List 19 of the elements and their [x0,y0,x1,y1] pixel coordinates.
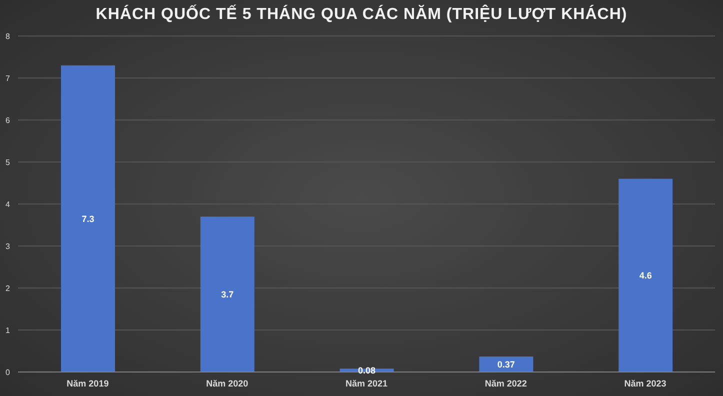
y-tick-label: 2 [6,284,11,293]
y-tick-label: 6 [6,116,11,125]
y-tick-label: 7 [6,74,11,83]
y-tick-label: 0 [6,368,11,377]
x-tick-label: Năm 2023 [624,378,666,388]
data-label: 7.3 [82,214,94,224]
y-tick-label: 3 [6,242,11,251]
data-label: 4.6 [639,270,652,281]
data-label: 3.7 [221,289,234,300]
x-tick-label: Năm 2020 [206,378,248,388]
y-tick-label: 8 [6,32,11,41]
x-tick-label: Năm 2019 [66,378,109,388]
x-tick-label: Năm 2021 [345,378,388,388]
y-tick-label: 4 [6,200,11,209]
y-tick-label: 5 [6,158,11,167]
data-label: 0.37 [497,359,515,370]
x-tick-label: Năm 2022 [484,378,527,388]
chart-title: KHÁCH QUỐC TẾ 5 THÁNG QUA CÁC NĂM (TRIỆU LƯỢT KHÁCH) [94,6,628,24]
y-tick-label: 1 [6,326,11,335]
